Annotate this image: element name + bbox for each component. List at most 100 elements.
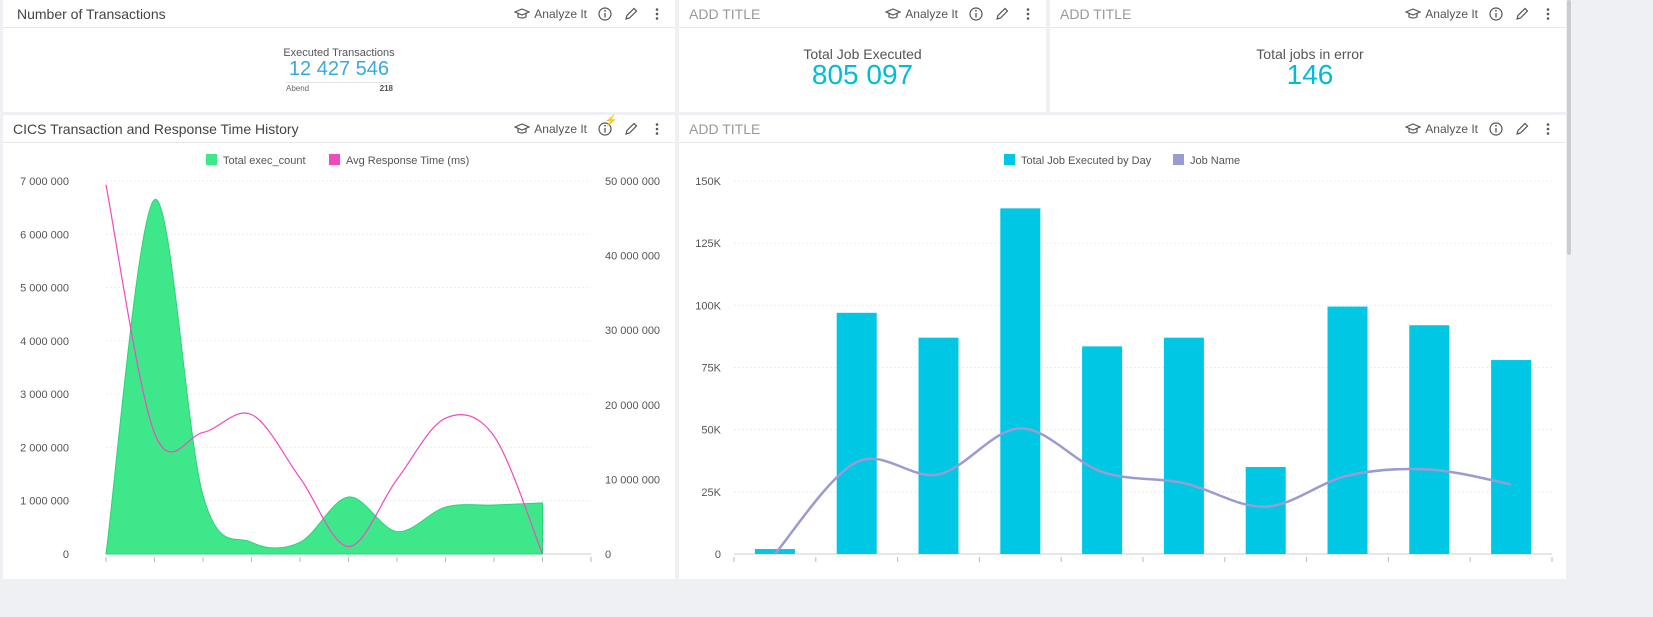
chart-legend: Total exec_count Avg Response Time (ms) bbox=[206, 154, 469, 167]
job-executed-bar[interactable] bbox=[1163, 337, 1204, 554]
panel-title[interactable]: ADD TITLE bbox=[689, 6, 761, 22]
panel-job-executed-by-day: ADD TITLE Analyze It 0 25K 50K 75K 100K 125K 1… bbox=[679, 115, 1566, 579]
y-tick-label-left: 1 000 000 bbox=[20, 496, 69, 508]
job-executed-bar[interactable] bbox=[1000, 208, 1041, 554]
analyze-it-button[interactable]: Analyze It bbox=[514, 7, 587, 21]
panel-toolbar: Analyze It bbox=[514, 4, 665, 24]
job-executed-bar[interactable] bbox=[1409, 325, 1450, 554]
scrollbar-track[interactable] bbox=[1566, 0, 1572, 581]
panel-header: ADD TITLE Analyze It bbox=[679, 115, 1566, 143]
edit-pencil-icon[interactable] bbox=[623, 6, 639, 22]
avg-response-line[interactable] bbox=[105, 184, 544, 555]
job-executed-bar[interactable] bbox=[1491, 360, 1532, 554]
panel-toolbar: Analyze It ⚡ bbox=[514, 115, 665, 139]
edit-pencil-icon[interactable] bbox=[623, 121, 639, 137]
total-jobs-in-error-value: 146 bbox=[1286, 59, 1334, 90]
panel-cics-history: CICS Transaction and Response Time Histo… bbox=[3, 115, 675, 579]
info-icon[interactable] bbox=[1488, 121, 1504, 137]
info-icon[interactable] bbox=[1488, 6, 1504, 22]
job-executed-bar[interactable] bbox=[1245, 466, 1286, 554]
edit-pencil-icon[interactable] bbox=[994, 6, 1010, 22]
panel-title[interactable]: ADD TITLE bbox=[1060, 6, 1132, 22]
job-name-line[interactable] bbox=[773, 427, 1512, 555]
y-tick-label-left: 5 000 000 bbox=[20, 283, 69, 295]
y-tick-label-left: 0 bbox=[63, 549, 69, 561]
job-executed-bar[interactable] bbox=[754, 549, 795, 554]
graduation-cap-icon bbox=[514, 122, 531, 136]
info-icon[interactable] bbox=[968, 6, 984, 22]
y-tick-label-right: 20 000 000 bbox=[605, 400, 660, 412]
legend-label-job-name[interactable]: Job Name bbox=[1190, 155, 1240, 167]
panel-toolbar: Analyze It bbox=[885, 4, 1036, 24]
legend-label-exec-count[interactable]: Total exec_count bbox=[223, 155, 306, 167]
exec-count-area[interactable] bbox=[105, 199, 543, 555]
panel-header: CICS Transaction and Response Time Histo… bbox=[3, 115, 675, 143]
abend-divider bbox=[286, 82, 392, 83]
graduation-cap-icon bbox=[1405, 122, 1422, 136]
y-tick-label: 150K bbox=[695, 176, 721, 188]
legend-swatch-exec-count bbox=[206, 154, 217, 165]
job-executed-bar[interactable] bbox=[1082, 346, 1123, 554]
edit-pencil-icon[interactable] bbox=[1514, 121, 1530, 137]
y-tick-label-left: 4 000 000 bbox=[20, 336, 69, 348]
y-tick-label-left: 7 000 000 bbox=[20, 176, 69, 188]
legend-swatch-job-name bbox=[1173, 154, 1184, 165]
analyze-it-label: Analyze It bbox=[1425, 7, 1478, 21]
edit-pencil-icon[interactable] bbox=[1514, 6, 1530, 22]
legend-swatch-total-job bbox=[1004, 154, 1015, 165]
analyze-it-button[interactable]: Analyze It bbox=[885, 7, 958, 21]
legend-label-avg-response[interactable]: Avg Response Time (ms) bbox=[346, 155, 469, 167]
panel-toolbar: Analyze It bbox=[1405, 4, 1556, 24]
y-tick-label-right: 30 000 000 bbox=[605, 325, 660, 337]
analyze-it-button[interactable]: Analyze It bbox=[1405, 122, 1478, 136]
abend-value: 218 bbox=[379, 84, 393, 93]
y-tick-label-right: 10 000 000 bbox=[605, 474, 660, 486]
panel-title: Number of Transactions bbox=[17, 6, 166, 22]
graduation-cap-icon bbox=[885, 7, 902, 21]
panel-total-jobs-in-error: ADD TITLE Analyze It Total jobs in error… bbox=[1050, 0, 1566, 112]
panel-title: CICS Transaction and Response Time Histo… bbox=[13, 121, 299, 137]
panel-title[interactable]: ADD TITLE bbox=[689, 121, 761, 137]
graduation-cap-icon bbox=[1405, 7, 1422, 21]
more-options-icon[interactable] bbox=[1540, 121, 1556, 137]
legend-label-total-job[interactable]: Total Job Executed by Day bbox=[1021, 155, 1152, 167]
panel-header: ADD TITLE Analyze It bbox=[679, 0, 1046, 28]
y-tick-label: 25K bbox=[701, 487, 721, 499]
y-tick-label: 125K bbox=[695, 238, 721, 250]
executed-transactions-label: Executed Transactions bbox=[283, 47, 395, 59]
analyze-it-label: Analyze It bbox=[534, 7, 587, 21]
more-options-icon[interactable] bbox=[1540, 6, 1556, 22]
y-tick-label: 100K bbox=[695, 300, 721, 312]
y-tick-label: 0 bbox=[715, 549, 721, 561]
total-jobs-in-error-label: Total jobs in error bbox=[1256, 46, 1364, 62]
more-options-icon[interactable] bbox=[649, 121, 665, 137]
job-executed-bar[interactable] bbox=[1327, 306, 1368, 554]
job-executed-bar[interactable] bbox=[836, 312, 877, 554]
y-tick-label: 75K bbox=[701, 363, 721, 375]
cics-history-chart: 0 1 000 000 2 000 000 3 000 000 4 000 000 5 0… bbox=[20, 154, 660, 562]
panel-header: ADD TITLE Analyze It bbox=[1050, 0, 1566, 28]
job-executed-bar[interactable] bbox=[918, 337, 959, 554]
abend-label: Abend bbox=[286, 84, 310, 93]
y-tick-label-left: 6 000 000 bbox=[20, 229, 69, 241]
panel-number-of-transactions: Number of Transactions Analyze It Execut… bbox=[3, 0, 675, 112]
info-icon[interactable]: ⚡ bbox=[597, 115, 618, 137]
executed-transactions-value: 12 427 546 bbox=[288, 58, 390, 80]
analyze-it-label: Analyze It bbox=[1425, 122, 1478, 136]
y-tick-label: 50K bbox=[701, 425, 721, 437]
y-tick-label-right: 0 bbox=[605, 549, 611, 561]
more-options-icon[interactable] bbox=[1020, 6, 1036, 22]
total-job-executed-value: 805 097 bbox=[811, 59, 914, 90]
analyze-it-button[interactable]: Analyze It bbox=[514, 122, 587, 136]
y-tick-label-left: 2 000 000 bbox=[20, 442, 69, 454]
total-job-executed-label: Total Job Executed bbox=[803, 46, 922, 62]
chart-legend: Total Job Executed by Day Job Name bbox=[1004, 154, 1240, 167]
panel-header: Number of Transactions Analyze It bbox=[3, 0, 675, 28]
panel-total-job-executed: ADD TITLE Analyze It Total Job Executed … bbox=[679, 0, 1046, 112]
info-icon[interactable] bbox=[597, 6, 613, 22]
more-options-icon[interactable] bbox=[649, 6, 665, 22]
analyze-it-button[interactable]: Analyze It bbox=[1405, 7, 1478, 21]
scrollbar-thumb[interactable] bbox=[1567, 0, 1571, 255]
graduation-cap-icon bbox=[514, 7, 531, 21]
panel-toolbar: Analyze It bbox=[1405, 119, 1556, 139]
